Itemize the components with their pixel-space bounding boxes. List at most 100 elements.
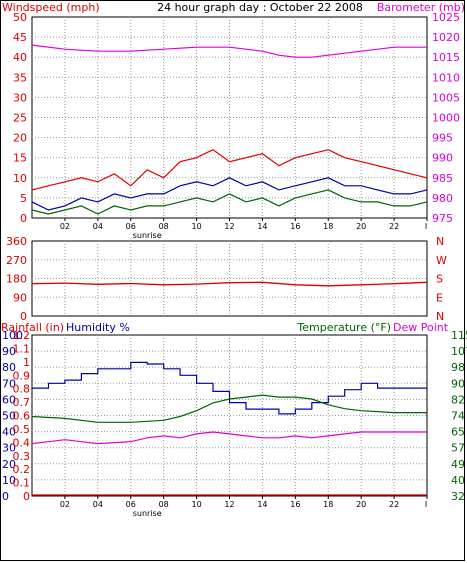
- direction-tick-label: 270: [6, 254, 27, 267]
- humidity-tick-label: 50: [2, 410, 16, 423]
- wind-tick-label: 45: [13, 31, 27, 44]
- x-tick-label: 12: [224, 500, 234, 509]
- rainfall-tick-label: 0.4: [13, 436, 31, 449]
- x-tick-label: 10: [191, 500, 201, 509]
- humidity-tick-label: 30: [2, 442, 16, 455]
- rainfall-tick-label: 0.8: [13, 383, 31, 396]
- temperature-line: [31, 394, 427, 423]
- temperature-tick-label: 49: [451, 458, 465, 471]
- wind-tick-label: 5: [20, 192, 27, 205]
- barometer-tick-label: 1010: [432, 71, 460, 84]
- temperature-tick-label: 40: [451, 474, 465, 487]
- x-tick-label: 20: [356, 222, 366, 231]
- humidity-tick-label: 60: [2, 393, 16, 406]
- barometer-tick-label: 1025: [432, 11, 460, 24]
- x-tick-label: 14: [257, 500, 267, 509]
- wind-average-line: [31, 177, 428, 211]
- temperature-tick-label: 107: [451, 345, 467, 358]
- barometer-tick-label: 985: [432, 172, 453, 185]
- windspeed-axis-label: Windspeed (mph): [2, 1, 100, 14]
- humidity-tick-label: 100: [2, 329, 23, 342]
- sunrise-label: sunrise: [133, 509, 162, 518]
- x-tick-label: 16: [290, 222, 300, 231]
- barometer-axis-label: Barometer (mb): [377, 1, 465, 14]
- x-tick-label: 10: [191, 222, 201, 231]
- x-tick-label: 16: [290, 500, 300, 509]
- rainfall-tick-label: 0.7: [13, 396, 31, 409]
- x-tick-label: 08: [159, 500, 169, 509]
- humidity-tick-label: 70: [2, 377, 16, 390]
- x-tick-label: 04: [93, 500, 103, 509]
- rainfall-tick-label: 0.5: [13, 423, 31, 436]
- temperature-tick-label: 74: [451, 410, 465, 423]
- wind-tick-label: 35: [13, 71, 27, 84]
- x-tick-label: 18: [323, 500, 333, 509]
- barometer-tick-label: 1005: [432, 91, 460, 104]
- rainfall-tick-label: 1.2: [13, 329, 31, 342]
- barometer-line: [31, 44, 427, 58]
- barometer-tick-label: 990: [432, 152, 453, 165]
- wind-tick-label: 0: [20, 212, 27, 225]
- wind-tick-label: 20: [13, 132, 27, 145]
- compass-tick-label: S: [436, 273, 443, 286]
- wind-gust-line: [31, 149, 428, 191]
- temperature-tick-label: 90: [451, 377, 465, 390]
- temperature-tick-label: 65: [451, 426, 465, 439]
- climate-panel-frame: [31, 334, 428, 497]
- wind-tick-label: 40: [13, 51, 27, 64]
- x-tick-label: 08: [159, 222, 169, 231]
- x-tick-label: I: [425, 500, 427, 509]
- compass-tick-label: W: [436, 254, 447, 267]
- wind-tick-label: 25: [13, 112, 27, 125]
- dewpoint-line: [31, 431, 427, 445]
- compass-tick-label: N: [436, 235, 444, 248]
- wind-tick-label: 50: [13, 11, 27, 24]
- x-tick-label: 06: [126, 222, 136, 231]
- x-tick-label: 02: [60, 222, 70, 231]
- x-tick-label: 12: [224, 222, 234, 231]
- temperature-tick-label: 98: [451, 361, 465, 374]
- graph-title: 24 hour graph day : October 22 2008: [157, 1, 363, 14]
- rainfall-tick-label: 0.9: [13, 369, 31, 382]
- x-tick-label: 02: [60, 500, 70, 509]
- rainfall-tick-label: 0: [23, 490, 30, 503]
- humidity-tick-label: 10: [2, 474, 16, 487]
- barometer-tick-label: 980: [432, 192, 453, 205]
- wind-low-line: [31, 189, 428, 215]
- barometer-tick-label: 1000: [432, 112, 460, 125]
- humidity-tick-label: 90: [2, 345, 16, 358]
- wind-tick-label: 10: [13, 172, 27, 185]
- direction-tick-label: 360: [6, 235, 27, 248]
- humidity-tick-label: 20: [2, 458, 16, 471]
- barometer-tick-label: 975: [432, 212, 453, 225]
- compass-tick-label: N: [436, 310, 444, 323]
- rainfall-tick-label: 1.1: [13, 342, 31, 355]
- barometer-tick-label: 995: [432, 132, 453, 145]
- humidity-tick-label: 40: [2, 426, 16, 439]
- humidity-line: [32, 361, 427, 415]
- temperature-tick-label: 115: [451, 329, 467, 342]
- wind-tick-label: 15: [13, 152, 27, 165]
- dewpoint-axis-label: Dew Point: [393, 321, 449, 334]
- barometer-tick-label: 1020: [432, 31, 460, 44]
- barometer-tick-label: 1015: [432, 51, 460, 64]
- temperature-tick-label: 57: [451, 442, 465, 455]
- rainfall-tick-label: 0.6: [13, 410, 31, 423]
- direction-tick-label: 0: [20, 310, 27, 323]
- rainfall-tick-label: 0.1: [13, 477, 31, 490]
- wind-direction-line: [31, 281, 428, 287]
- x-tick-label: 22: [389, 222, 399, 231]
- rainfall-tick-label: 0.3: [13, 450, 31, 463]
- temperature-axis-label: Temperature (°F): [296, 321, 391, 334]
- rainfall-tick-label: 0.2: [13, 463, 31, 476]
- compass-tick-label: E: [436, 291, 443, 304]
- x-tick-label: 14: [257, 222, 267, 231]
- sunrise-label: sunrise: [133, 231, 162, 240]
- x-tick-label: 04: [93, 222, 103, 231]
- humidity-axis-label: Humidity %: [66, 321, 130, 334]
- direction-tick-label: 90: [13, 291, 27, 304]
- humidity-tick-label: 0: [2, 490, 9, 503]
- humidity-tick-label: 80: [2, 361, 16, 374]
- rainfall-axis-label: Rainfall (in): [1, 321, 64, 334]
